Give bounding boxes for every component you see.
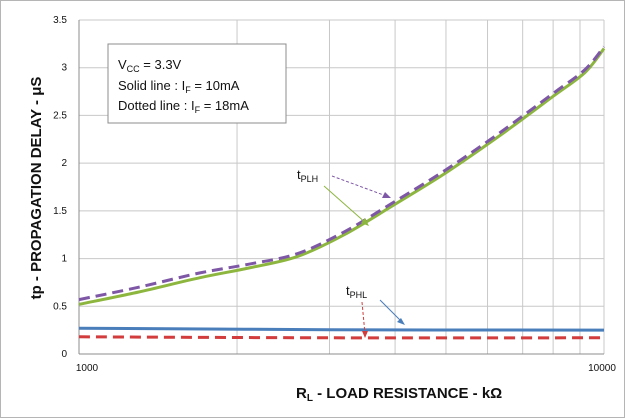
y-axis-title: tp - PROPAGATION DELAY - μS — [28, 77, 45, 300]
tplh-solid-pointer — [323, 185, 368, 225]
legend-line-vcc: VCC = 3.3V — [118, 57, 182, 74]
x-tick-label: 1000 — [76, 363, 99, 374]
series-tphl-solid — [78, 326, 605, 332]
legend-box: VCC = 3.3V Solid line : IF = 10mA Dotted… — [107, 43, 287, 124]
tphl-dotted-arrowhead — [362, 331, 368, 338]
legend-line-dotted: Dotted line : IF = 18mA — [118, 98, 249, 115]
series-tphl-dotted — [78, 335, 605, 340]
x-axis-title: RL - LOAD RESISTANCE - kΩ — [296, 385, 502, 404]
tphl-dotted-pointer — [361, 301, 366, 335]
x-tick-label: 10000 — [588, 363, 616, 374]
y-tick-label: 0 — [61, 349, 67, 360]
legend-line-solid: Solid line : IF = 10mA — [118, 78, 240, 95]
annotation-tplh: tPLH — [297, 167, 391, 226]
series-group — [78, 45, 606, 340]
annotation-tphl-label: tPHL — [346, 283, 367, 300]
y-tick-label: 1 — [61, 254, 67, 265]
tplh-solid-arrowhead — [361, 218, 369, 226]
annotation-tplh-label: tPLH — [297, 167, 318, 184]
y-tick-label: 1.5 — [53, 206, 67, 217]
series-tplh-dotted — [78, 45, 606, 302]
y-tick-label: 3 — [61, 63, 67, 74]
tick-labels: 0 0.5 1 1.5 2 2.5 3 3.5 1000 10000 — [53, 15, 616, 374]
tphl-solid-pointer — [379, 299, 403, 323]
tphl-solid-arrowhead — [397, 318, 405, 325]
series-tplh-solid — [78, 47, 606, 306]
y-tick-label: 3.5 — [53, 15, 67, 26]
tplh-dotted-pointer — [331, 175, 390, 198]
tplh-dotted-arrowhead — [382, 192, 391, 198]
legend-frame — [107, 43, 287, 124]
y-tick-label: 2 — [61, 158, 67, 169]
y-tick-label: 2.5 — [53, 110, 67, 121]
annotation-tphl: tPHL — [346, 283, 405, 338]
y-tick-label: 0.5 — [53, 301, 67, 312]
